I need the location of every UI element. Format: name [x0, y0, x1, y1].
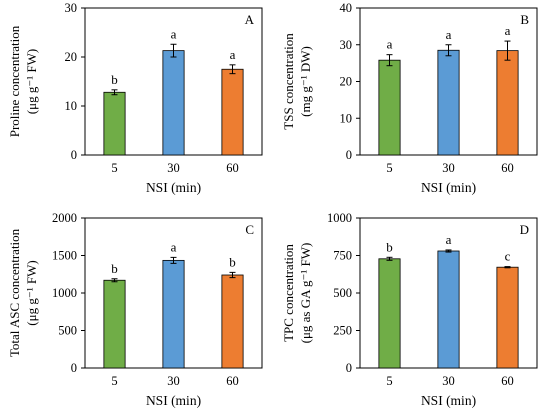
panel-c-x-tick-label: 60 [226, 374, 239, 388]
panel-b-error-bar [504, 40, 511, 61]
panel-a-y-tick-label: 20 [65, 50, 78, 64]
panel-c-y-tick-label: 1000 [52, 286, 77, 300]
panel-b-x-tick-label: 30 [442, 161, 455, 175]
panel-a-x-axis-title: NSI (min) [146, 180, 201, 195]
panel-d-bar [496, 266, 519, 369]
panel-c-y-tick-label: 0 [71, 361, 77, 375]
panel-d-error-bar [445, 249, 452, 253]
panel-c-error-bar [170, 256, 177, 264]
panel-c-y-tick-label: 1500 [52, 249, 77, 263]
panel-c-y-axis-title-line-1: Total ASC concentration [7, 228, 22, 357]
panel-b-y-tick-label: 20 [340, 75, 353, 89]
panel-b-y-axis-title-line-2: (mg g⁻¹ DW) [298, 46, 313, 117]
panel-d-bar [378, 258, 401, 369]
panel-a-x-tick-label: 60 [226, 161, 239, 175]
panel-b-significance-letter: a [387, 37, 393, 52]
panel-d-x-tick-label: 30 [442, 374, 455, 388]
panel-b-y-axis-title-line-1: TSS concentration [281, 33, 296, 130]
panel-d-y-tick-label: 250 [333, 324, 352, 338]
panel-b-bar [437, 49, 460, 156]
panel-a: 0 10 20 30 b 5 a 30 a 60 A NSI (min) Proline concent… [7, 1, 263, 195]
panel-c-bar [221, 274, 244, 369]
panel-d-x-tick-label: 60 [501, 374, 514, 388]
panel-a-significance-letter: a [230, 47, 236, 62]
panel-c-significance-letter: b [229, 254, 236, 269]
panel-c-significance-letter: a [171, 239, 177, 254]
panel-d-error-bar [386, 256, 393, 261]
panel-c-y-axis-title-line-2: (μg g⁻¹ FW) [24, 260, 39, 325]
panel-d-y-tick-label: 1000 [327, 211, 352, 225]
panel-d-significance-letter: a [446, 232, 452, 247]
panel-d-x-axis-title: NSI (min) [421, 393, 476, 408]
panel-d-panel-label: D [520, 222, 529, 237]
panel-a-panel-label: A [245, 12, 255, 27]
panel-b-bar [378, 59, 401, 156]
panel-a-error-bar [229, 64, 236, 75]
panel-d-x-tick-label: 5 [386, 374, 392, 388]
panel-b-x-tick-label: 60 [501, 161, 514, 175]
panel-d-y-tick-label: 750 [333, 249, 352, 263]
panel-c-x-tick-label: 5 [111, 374, 117, 388]
panel-d-significance-letter: b [386, 239, 393, 254]
panel-b-y-tick-label: 30 [340, 38, 353, 52]
panel-a-x-tick-label: 5 [111, 161, 117, 175]
panel-c: 0 500 1000 1500 2000 b 5 a 30 b 60 C NSI (min) Total … [7, 211, 263, 408]
panel-b-x-axis-title: NSI (min) [421, 180, 476, 195]
panel-a-bar [103, 91, 126, 156]
panel-c-bar [103, 279, 126, 369]
panel-a-error-bar [111, 89, 118, 96]
panel-a-y-axis-title-line-1: Proline concentration [7, 25, 22, 137]
panel-b-y-tick-label: 40 [340, 1, 353, 15]
panel-c-panel-label: C [245, 222, 254, 237]
panel-b-panel-label: B [520, 12, 529, 27]
panel-b-significance-letter: a [446, 27, 452, 42]
panel-c-bar [162, 259, 185, 369]
panel-d-y-tick-label: 500 [333, 286, 352, 300]
panel-a-significance-letter: b [111, 72, 118, 87]
panel-d-bar [437, 250, 460, 369]
panel-b: 0 10 20 30 40 a 5 a 30 a 60 B NSI (min) TSS concentra… [281, 1, 538, 195]
panel-c-significance-letter: b [111, 261, 118, 276]
panel-a-bar [162, 50, 185, 156]
panel-c-y-tick-label: 500 [58, 324, 77, 338]
panel-a-y-axis-title-line-2: (μg g⁻¹ FW) [24, 49, 39, 114]
panel-a-y-tick-label: 30 [65, 1, 78, 15]
panel-b-error-bar [386, 54, 393, 67]
panel-b-significance-letter: a [505, 23, 511, 38]
panel-a-significance-letter: a [171, 26, 177, 41]
panel-c-x-axis-title: NSI (min) [146, 393, 201, 408]
panel-c-y-tick-label: 2000 [52, 211, 77, 225]
panel-c-error-bar [111, 278, 118, 283]
panel-a-bar [221, 68, 244, 156]
panel-a-x-tick-label: 30 [167, 161, 180, 175]
panel-b-error-bar [445, 44, 452, 57]
panel-a-error-bar [170, 43, 177, 58]
panel-b-y-tick-label: 0 [346, 148, 352, 162]
panel-d-y-axis-title-line-1: TPC concentration [281, 244, 296, 342]
panel-c-x-tick-label: 30 [167, 374, 180, 388]
panel-b-bar [496, 50, 519, 156]
panel-b-y-tick-label: 10 [340, 111, 353, 125]
panel-c-error-bar [229, 271, 236, 279]
panel-a-y-tick-label: 10 [65, 99, 78, 113]
panel-d-error-bar [504, 266, 511, 269]
panel-d-y-tick-label: 0 [346, 361, 352, 375]
panel-d-significance-letter: c [505, 249, 511, 264]
panel-b-x-tick-label: 5 [386, 161, 392, 175]
panel-d-y-axis-title-line-2: (μg as GA g⁻¹ FW) [298, 243, 313, 344]
panel-a-y-tick-label: 0 [71, 148, 77, 162]
panel-d: 0 250 500 750 1000 b 5 a 30 c 60 D NSI (min) TPC conc… [281, 211, 538, 408]
